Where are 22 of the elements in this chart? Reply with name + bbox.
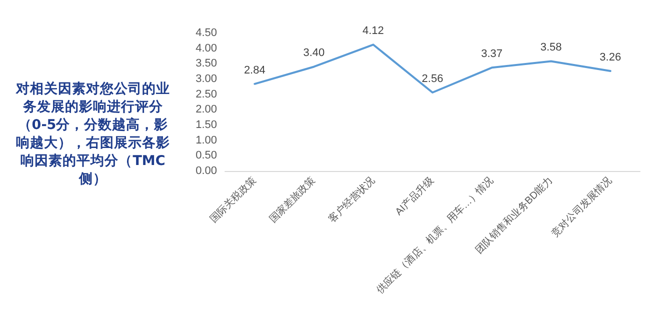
y-tick-label: 4.00 — [196, 42, 217, 54]
y-tick-label: 1.00 — [196, 134, 217, 146]
x-tick-label: 国家差旅政策 — [266, 174, 318, 226]
text: 3.37 — [481, 48, 502, 60]
y-tick-label: 2.50 — [196, 88, 217, 100]
y-tick-label: 0.50 — [196, 150, 217, 162]
y-tick-label: 3.50 — [196, 58, 217, 70]
x-tick-label: AI产品升级 — [392, 174, 436, 218]
y-tick-label: 4.50 — [196, 27, 217, 39]
text: 2.56 — [422, 72, 444, 85]
x-tick-label: 国际关税政策 — [208, 174, 259, 226]
text: 对相关因素对您公司的业务发展的影响进行评分（0-5分，分数越高，影响越大），右图展示各影响因素的平均分（TMC侧） — [14, 80, 171, 188]
x-tick-label: 客户经营状况 — [326, 174, 378, 226]
y-tick-label: 0.00 — [196, 165, 217, 177]
text: 2.84 — [244, 64, 266, 76]
text: 3.26 — [600, 52, 622, 64]
text: 3.58 — [540, 42, 562, 54]
y-tick-label: 3.00 — [196, 73, 217, 85]
y-tick-label: 2.00 — [196, 104, 217, 116]
text: 3.40 — [303, 47, 325, 60]
y-tick-label: 1.50 — [196, 119, 217, 131]
text: 4.12 — [362, 25, 384, 38]
